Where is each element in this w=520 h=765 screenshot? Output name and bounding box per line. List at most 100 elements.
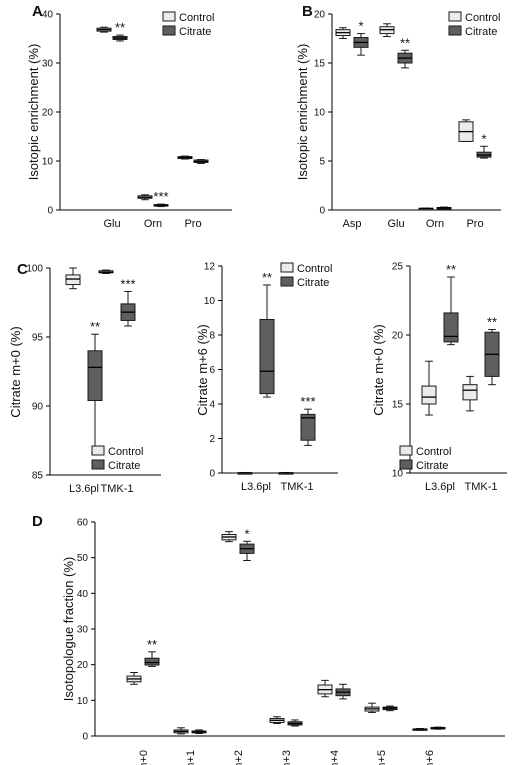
y-tick-label: 0 <box>319 206 325 217</box>
significance-marker: * <box>358 19 363 34</box>
box-control-tmk1 <box>462 375 478 412</box>
box-iqr <box>443 312 459 343</box>
box-control-tmk1 <box>278 471 294 475</box>
x-tick-label: Pro <box>184 218 201 230</box>
y-tick-label: 15 <box>314 59 326 70</box>
box-iqr <box>259 318 275 395</box>
y-tick-label: 2 <box>209 434 215 445</box>
chart-panel-d: D 0 10 20 30 40 50 60 Isotopologue fraction (%) m… <box>32 513 505 765</box>
x-tick-label: TMK-1 <box>101 483 134 495</box>
significance-marker: * <box>244 526 249 541</box>
x-tick-label: m+6 <box>424 750 436 765</box>
y-tick-label: 0 <box>209 469 215 480</box>
y-tick-label: 8 <box>209 331 215 342</box>
chart-panel-a: A 0 10 20 30 40 Isotopic enrichment (%) Glu Orn P… <box>26 3 232 230</box>
y-tick-label: 10 <box>392 469 404 480</box>
legend-label-citrate: Citrate <box>108 460 140 472</box>
significance-marker: ** <box>446 262 456 277</box>
y-tick-label: 10 <box>314 108 326 119</box>
box-control-glu <box>96 26 112 33</box>
box-control-tmk1 <box>98 269 114 275</box>
y-tick-label: 20 <box>314 10 326 21</box>
legend-label-citrate: Citrate <box>465 26 497 38</box>
legend-swatch-control <box>448 11 462 22</box>
x-tick-label: m+5 <box>376 750 388 765</box>
legend: Control Citrate <box>399 445 451 472</box>
significance-marker: *** <box>120 276 135 291</box>
y-tick-label: 10 <box>42 157 54 168</box>
x-tick-label: L3.6pl <box>69 483 99 495</box>
box-control-m1 <box>173 727 189 735</box>
legend-swatch-citrate <box>162 25 176 36</box>
legend-swatch-control <box>91 445 105 456</box>
legend-label-citrate: Citrate <box>179 26 211 38</box>
significance-marker: ** <box>487 314 497 329</box>
box-control-m2 <box>221 531 237 543</box>
box-control-m5 <box>364 702 380 713</box>
y-tick-label: 10 <box>77 696 89 707</box>
box-control-m6 <box>412 728 428 731</box>
box-citrate-m2 <box>239 540 255 562</box>
significance-marker: ** <box>115 20 125 35</box>
box-citrate-pro <box>193 159 209 164</box>
x-tick-label: Orn <box>144 218 162 230</box>
box-citrate-l36pl <box>259 284 275 398</box>
box-citrate-orn <box>436 206 452 210</box>
y-tick-label: 50 <box>77 553 89 564</box>
y-tick-label: 6 <box>209 365 215 376</box>
legend-label-control: Control <box>465 12 500 24</box>
box-control-l36pl <box>65 267 81 290</box>
y-axis-title: Isotopic enrichment (%) <box>26 44 41 181</box>
y-tick-label: 10 <box>204 296 216 307</box>
legend-swatch-citrate <box>399 459 413 470</box>
box-citrate-tmk1 <box>484 328 500 386</box>
significance-marker: *** <box>300 394 315 409</box>
box-citrate-m0 <box>144 651 160 667</box>
y-axis-title: Citrate m+0 (%) <box>8 326 23 417</box>
panel-label: B <box>302 3 313 20</box>
box-iqr <box>462 384 478 401</box>
box-control-asp <box>335 27 351 39</box>
y-tick-label: 30 <box>42 59 54 70</box>
legend-swatch-control <box>399 445 413 456</box>
x-tick-label: Glu <box>387 218 404 230</box>
box-citrate-glu <box>112 34 128 42</box>
box-control-pro <box>458 119 474 142</box>
y-tick-label: 20 <box>42 108 54 119</box>
legend-label-control: Control <box>179 12 214 24</box>
box-iqr <box>65 274 81 286</box>
significance-marker: * <box>481 131 486 146</box>
x-tick-label: Orn <box>426 218 444 230</box>
legend-label-control: Control <box>297 263 332 275</box>
significance-marker: *** <box>153 189 168 204</box>
legend-label-control: Control <box>416 446 451 458</box>
significance-marker: ** <box>90 319 100 334</box>
box-iqr <box>144 657 160 666</box>
box-citrate-m3 <box>287 719 303 727</box>
x-tick-label: TMK-1 <box>281 481 314 493</box>
box-citrate-m1 <box>191 729 207 735</box>
legend-label-control: Control <box>108 446 143 458</box>
chart-panel-c4: 10 15 20 25 Citrate m+0 (%) L3.6pl TMK-1 ** ** Co… <box>371 262 507 493</box>
box-iqr <box>421 385 437 405</box>
y-tick-label: 12 <box>204 262 216 273</box>
legend: Control Citrate <box>91 445 143 472</box>
x-tick-label: m+3 <box>281 750 293 765</box>
box-control-orn <box>418 207 434 211</box>
x-tick-label: Pro <box>466 218 483 230</box>
box-citrate-m5 <box>382 705 398 712</box>
x-tick-label: m+4 <box>329 750 341 765</box>
y-tick-label: 40 <box>42 10 54 21</box>
y-axis-title: Isotopologue fraction (%) <box>61 557 76 702</box>
legend-label-citrate: Citrate <box>416 460 448 472</box>
legend-swatch-citrate <box>280 276 294 287</box>
legend: Control Citrate <box>280 262 332 289</box>
x-tick-label: m+0 <box>138 750 150 765</box>
box-control-pro <box>177 155 193 160</box>
box-control-glu <box>379 23 395 38</box>
y-tick-label: 30 <box>77 625 89 636</box>
chart-panel-b: B 0 5 10 15 20 Isotopic enrichment (%) Asp Glu Or… <box>295 3 501 230</box>
box-citrate-pro <box>476 145 492 159</box>
box-citrate-l36pl <box>443 276 459 346</box>
